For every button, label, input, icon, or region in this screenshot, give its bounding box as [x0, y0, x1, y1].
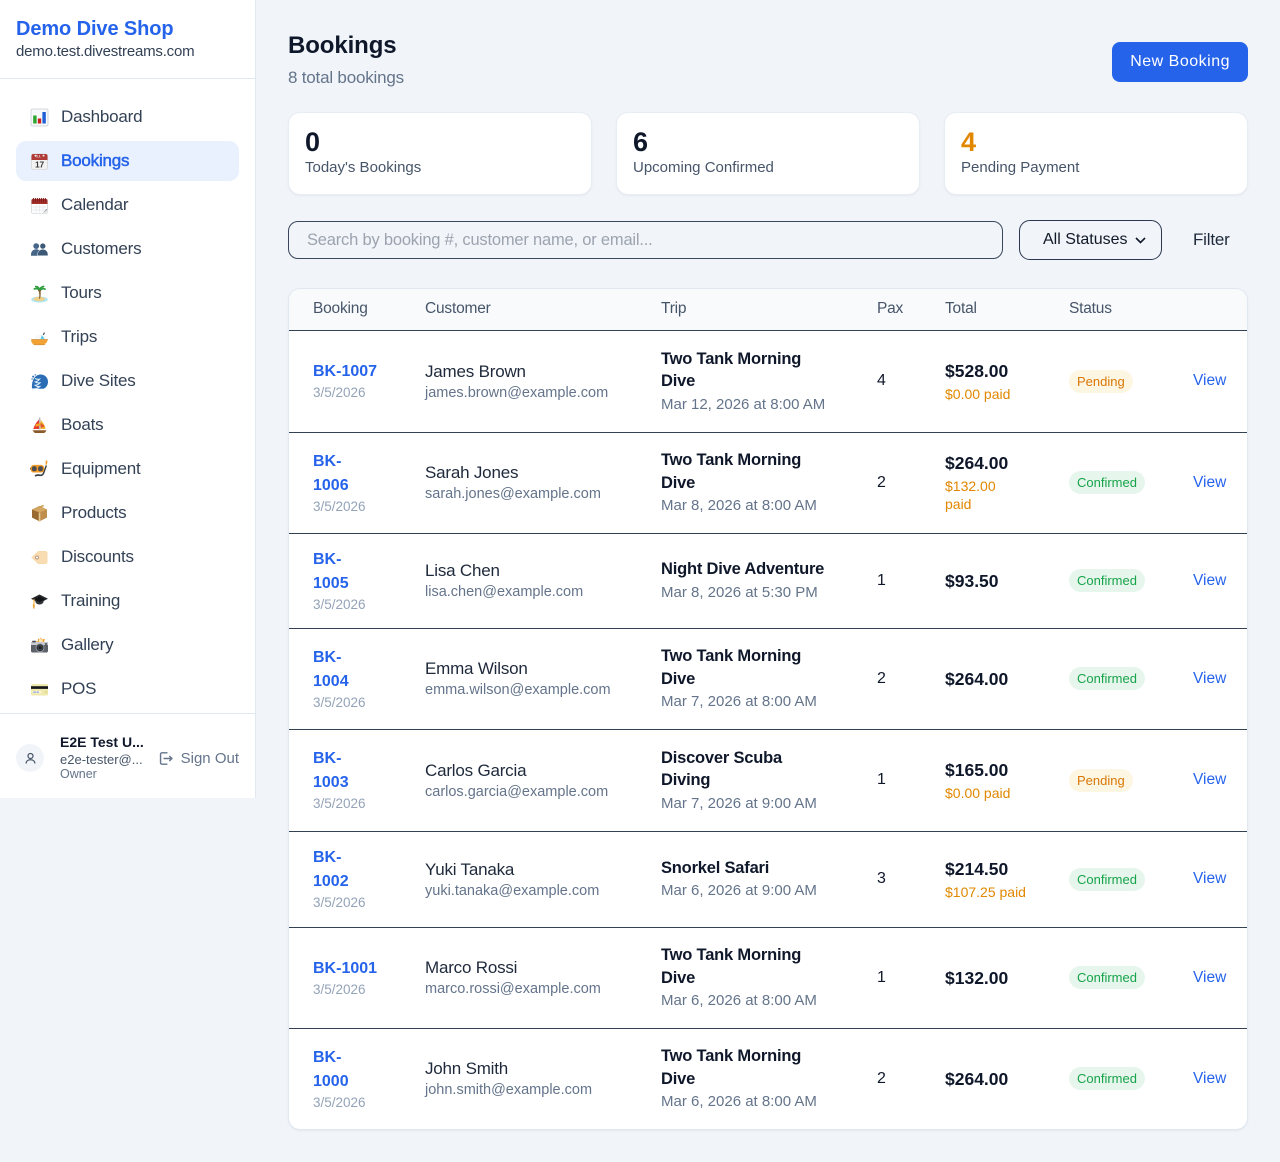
svg-text:17: 17 [35, 159, 44, 169]
svg-text:JUL: JUL [36, 154, 42, 158]
